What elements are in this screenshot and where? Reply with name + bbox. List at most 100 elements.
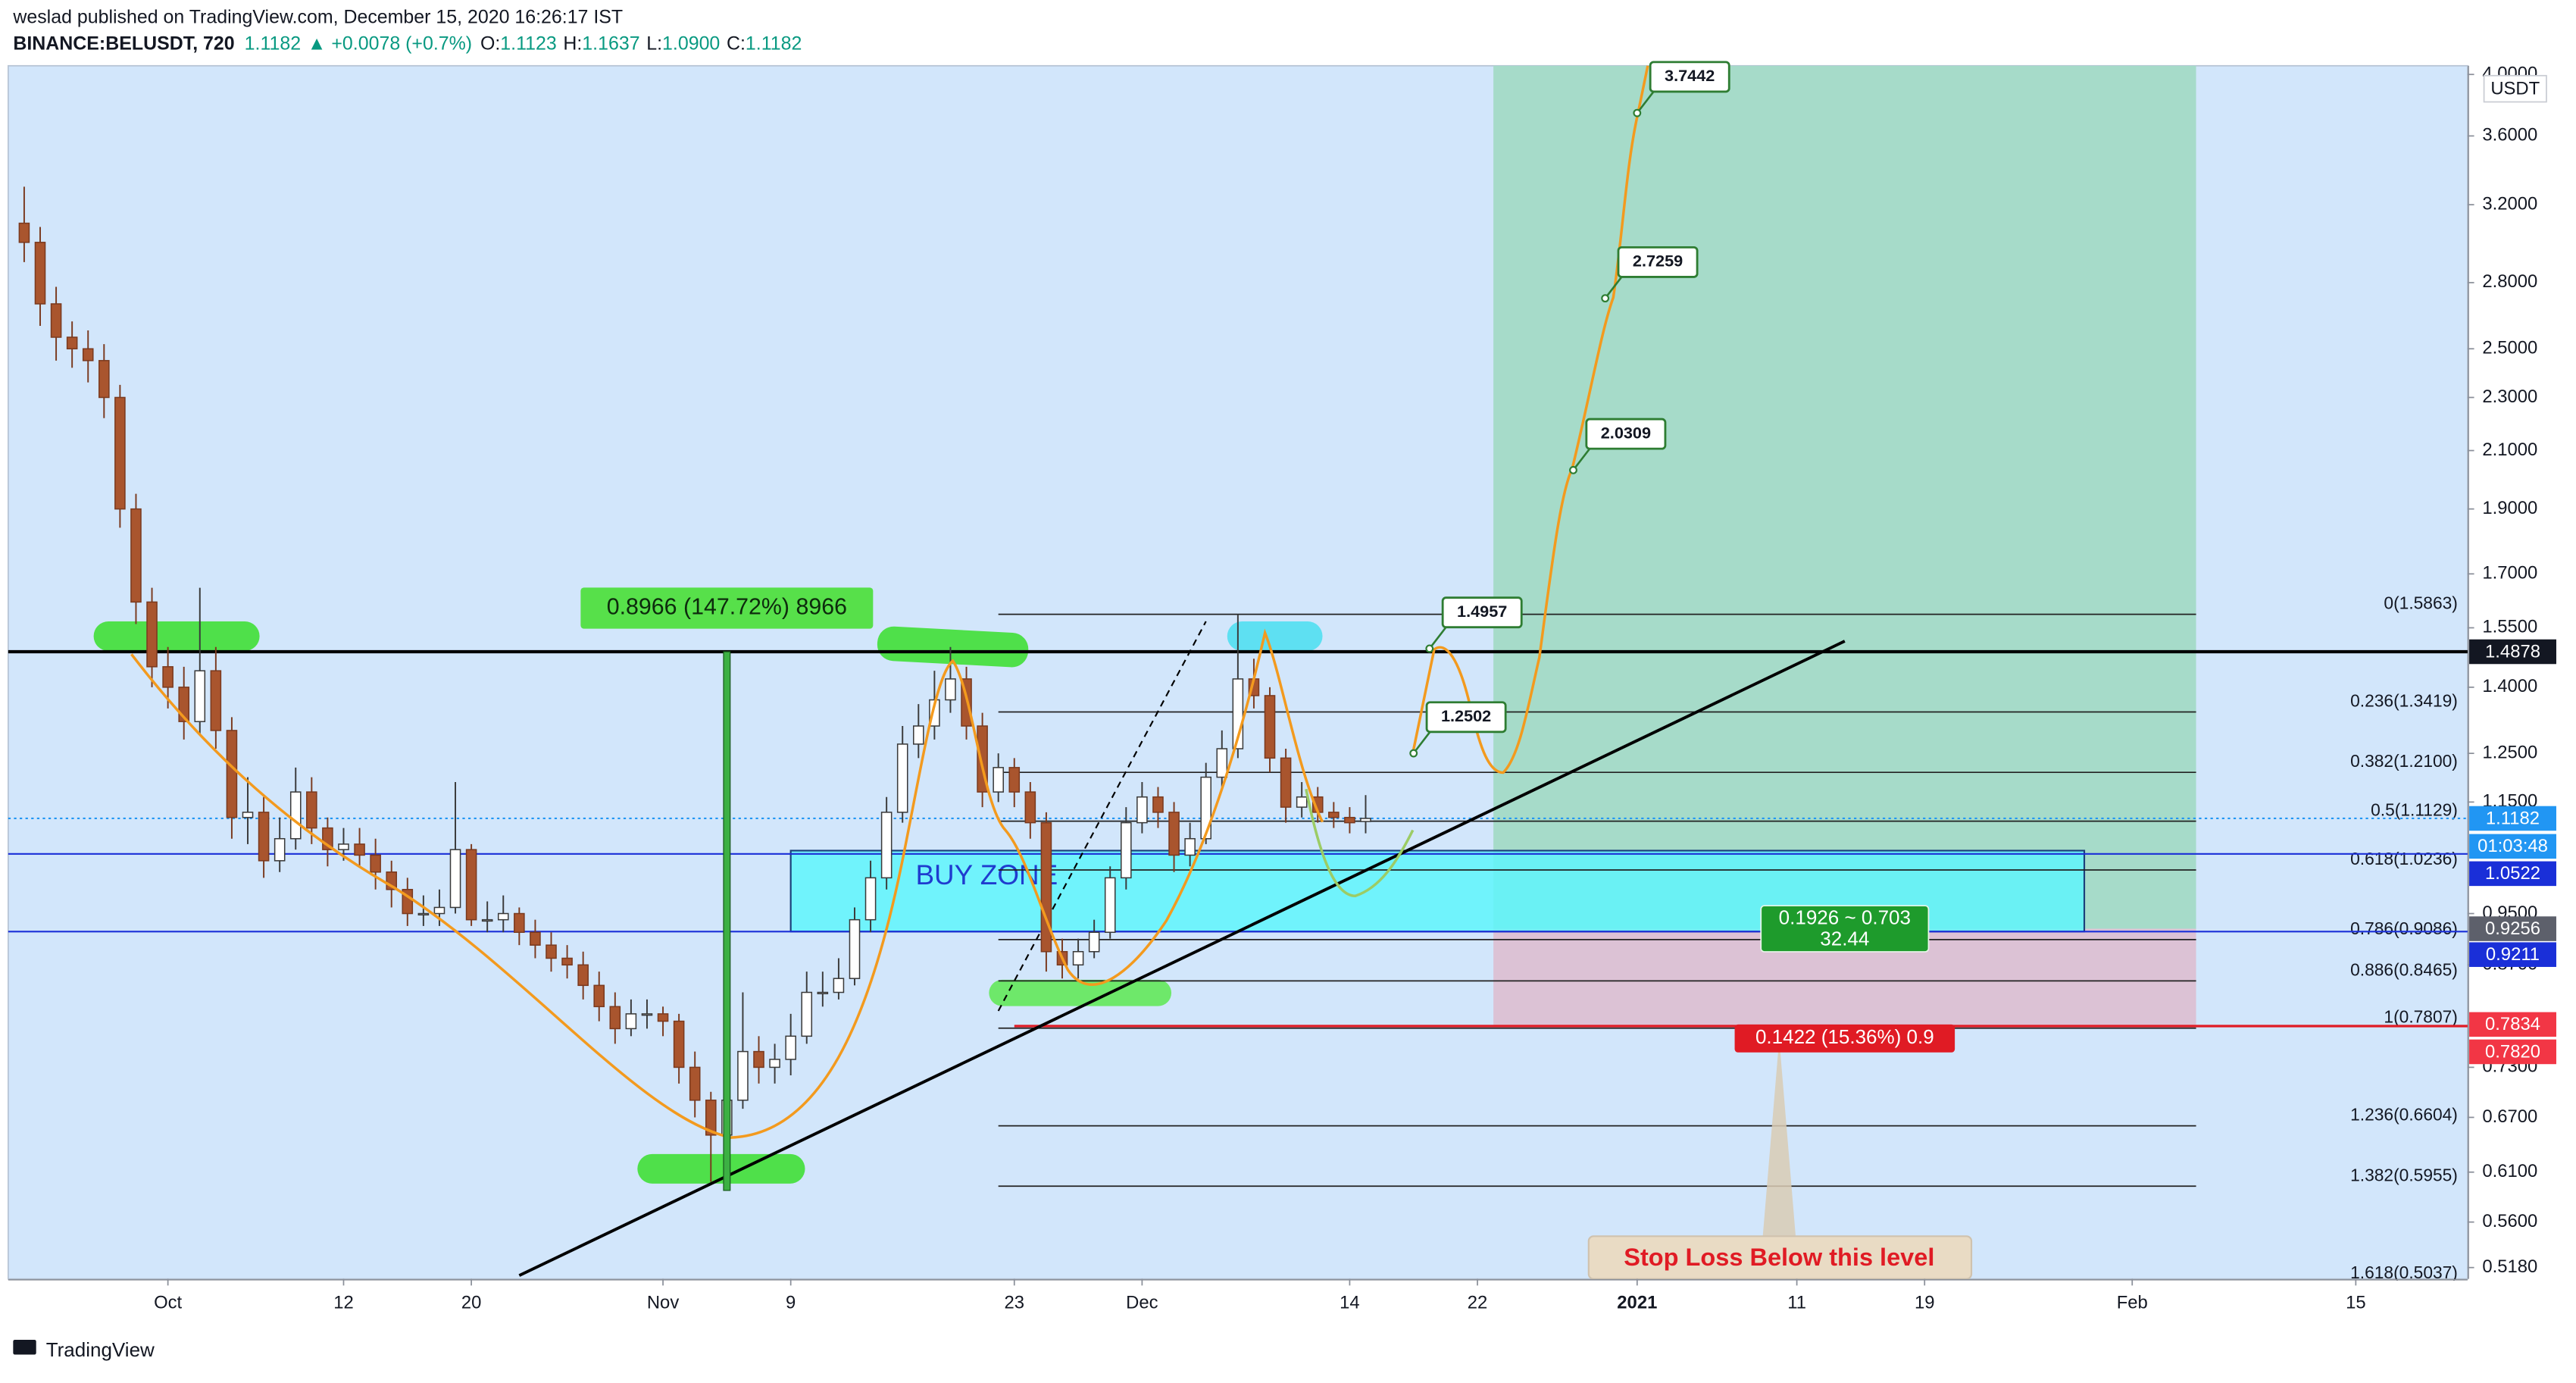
x-tick-label: 23 [1005, 1293, 1025, 1313]
time-axis [0, 1280, 2576, 1379]
candle-body [66, 336, 78, 350]
candle-body [737, 1050, 749, 1101]
candle-body [338, 843, 349, 850]
fib-label: 0.618(1.0236) [2350, 849, 2458, 868]
candle-body [130, 508, 142, 603]
candle-body [1088, 931, 1100, 953]
fib-label: 1.382(0.5955) [2350, 1165, 2458, 1184]
measure-bar [723, 651, 731, 1191]
candle-body [546, 944, 557, 959]
candle-body [817, 991, 829, 995]
candle-body [913, 725, 924, 745]
y-tick-label: 2.1000 [2482, 440, 2537, 460]
target-label: 3.7442 [1665, 66, 1715, 85]
candle-body [1360, 818, 1371, 822]
measure-label: 0.8966 (147.72%) 8966 [607, 595, 847, 620]
ohlc-key: H: [563, 33, 582, 54]
fib-label: 0.236(1.3419) [2350, 690, 2458, 710]
y-tick-label: 2.3000 [2482, 386, 2537, 407]
candle-body [1296, 796, 1308, 808]
y-tick-label: 0.6100 [2482, 1161, 2537, 1181]
price-tag [2469, 942, 2556, 967]
x-tick-label: 20 [461, 1293, 482, 1313]
candle-body [849, 918, 861, 979]
target-point [1601, 294, 1610, 303]
fib-label: 0.886(0.8465) [2350, 959, 2458, 979]
candle-body [354, 843, 365, 856]
candle-body [753, 1050, 764, 1069]
price-tag [2469, 639, 2556, 665]
cup-curve [130, 628, 1324, 1139]
highlight [989, 979, 1172, 1006]
highlight [1227, 621, 1323, 652]
candle-body [449, 849, 461, 909]
candle-body [1264, 695, 1276, 759]
candle-body [785, 1035, 796, 1060]
symbol: BINANCE:BELUSDT, 720 [13, 33, 234, 54]
x-tick-label: 14 [1340, 1293, 1360, 1313]
price-tag [2469, 806, 2556, 831]
price-tag-label: 0.7820 [2485, 1041, 2540, 1062]
dashed-line [997, 621, 1207, 1012]
y-tick-label: 1.9000 [2482, 498, 2537, 518]
candle-body [465, 849, 477, 921]
y-tick-label: 2.8000 [2482, 271, 2537, 292]
candle-body [162, 666, 174, 688]
y-tick-label: 2.5000 [2482, 338, 2537, 358]
last-price: 1.1182 [245, 33, 301, 54]
candle-body [1024, 791, 1036, 824]
candle-body [18, 222, 30, 243]
price-tag [2469, 861, 2556, 887]
candle-body [1104, 877, 1116, 933]
countdown-tag [2469, 834, 2556, 859]
fib-label: 1(0.7807) [2384, 1007, 2457, 1027]
candle-body [34, 242, 46, 305]
candle-body [481, 918, 493, 922]
candle-body [1200, 776, 1212, 840]
target-callout [1428, 626, 1447, 649]
risk-label: 0.1422 (15.36%) 0.9 [1755, 1025, 1934, 1048]
candle-body [625, 1013, 637, 1030]
unit-box [2483, 74, 2547, 103]
candle-body [306, 791, 317, 829]
candle-body [673, 1020, 685, 1069]
target-point [1569, 465, 1577, 474]
candle-body [657, 1013, 669, 1022]
candle-body [593, 984, 605, 1008]
fib-label: 1.618(0.5037) [2350, 1263, 2458, 1282]
candle-body [1008, 767, 1021, 793]
y-tick-label: 3.6000 [2482, 125, 2537, 145]
target-box [1441, 596, 1523, 629]
price-tag-label: 1.1182 [2486, 808, 2540, 828]
ohlc-value: 1.1182 [746, 33, 802, 54]
candle-body [641, 1013, 653, 1016]
reward-ratio: 32.44 [1820, 928, 1869, 950]
candle-body [114, 396, 126, 510]
ohlc-value: 1.1637 [582, 33, 639, 54]
y-tick-label: 3.2000 [2482, 193, 2537, 214]
target-box [1585, 418, 1667, 450]
candle-body [82, 348, 94, 361]
fib-label: 0.5(1.1129) [2371, 800, 2458, 820]
x-tick-label: 2021 [1617, 1293, 1657, 1313]
candle-body [1328, 812, 1340, 818]
ohlc-key: L: [646, 33, 662, 54]
candle-body [945, 678, 956, 701]
publisher-line: weslad published on TradingView.com, Dec… [12, 6, 623, 27]
candle-body [1344, 816, 1355, 824]
y-tick-label: 1.4000 [2482, 676, 2537, 696]
ohlc-key: O: [480, 33, 500, 54]
candle-body [880, 812, 893, 879]
profit-zone [1493, 65, 2196, 929]
candle-body [689, 1066, 701, 1101]
candles [18, 186, 1371, 1182]
candle-body [1168, 812, 1180, 856]
x-tick-label: 15 [2346, 1293, 2366, 1313]
unit-label: USDT [2490, 79, 2540, 99]
candle-body [993, 767, 1004, 793]
price-tag [2469, 1012, 2556, 1037]
target-point [1409, 749, 1418, 758]
handle-curve [1305, 788, 1415, 897]
candle-body [705, 1100, 717, 1136]
logo-icon [13, 1339, 36, 1355]
